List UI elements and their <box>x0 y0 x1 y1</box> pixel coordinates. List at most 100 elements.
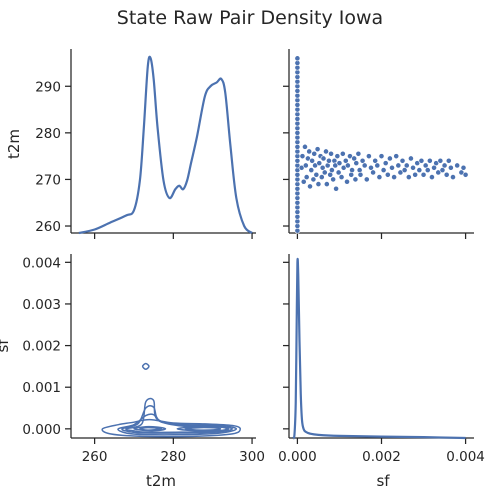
scatter-point-120 <box>422 162 429 169</box>
scatter-point-105 <box>391 174 398 180</box>
scatter-point-92 <box>363 176 370 183</box>
scatter-point-132 <box>447 164 454 171</box>
scatter-point-68 <box>330 176 337 183</box>
scatter-point-50 <box>311 150 318 157</box>
scatter-point-85 <box>352 176 359 183</box>
scatter-point-73 <box>335 169 342 176</box>
scatter-point-71 <box>333 185 339 192</box>
scatter-point-115 <box>412 171 419 178</box>
scatter-point-78 <box>342 157 349 164</box>
kde-contour-7 <box>184 426 222 431</box>
tl-ytick-label-1: 270 <box>35 172 61 188</box>
scatter-point-118 <box>418 157 425 164</box>
scatter-point-53 <box>314 146 321 153</box>
scatter-point-45 <box>306 148 313 155</box>
scatter-point-87 <box>355 150 362 157</box>
kde-contour-6 <box>176 425 228 432</box>
scatter-point-46 <box>307 183 313 190</box>
bl-ytick-label-3: 0.003 <box>22 297 61 313</box>
scatter-point-43 <box>303 174 310 180</box>
scatter-point-60 <box>321 169 328 176</box>
scatter-point-93 <box>365 153 372 160</box>
scatter-point-101 <box>382 160 389 167</box>
kde-contour-0 <box>101 418 242 438</box>
scatter-point-48 <box>309 157 316 164</box>
kde-line-t2m <box>78 55 253 235</box>
scatter-point-122 <box>426 157 433 164</box>
scatter-point-133 <box>450 174 456 180</box>
scatter-point-107 <box>395 162 402 169</box>
scatter-point-75 <box>338 174 345 180</box>
tl-ytick-label-0: 260 <box>35 219 61 235</box>
br-xtick-label-1: 0.002 <box>362 449 401 465</box>
scatter-point-100 <box>380 167 387 174</box>
scatter-point-88 <box>356 167 363 174</box>
scatter-point-64 <box>326 157 332 164</box>
scatter-point-37 <box>294 55 301 62</box>
scatter-point-127 <box>437 157 444 164</box>
scatter-point-94 <box>368 164 374 171</box>
scatter-point-84 <box>351 155 358 162</box>
br-xtick-label-2: 0.004 <box>446 449 485 465</box>
bl-ytick-label-4: 0.004 <box>22 255 61 271</box>
scatter-point-57 <box>318 174 325 180</box>
scatter-point-109 <box>399 157 406 164</box>
scatter-point-89 <box>357 171 364 178</box>
scatter-point-96 <box>372 157 379 164</box>
scatter-point-136 <box>460 164 467 171</box>
scatter-point-86 <box>353 160 360 167</box>
scatter-point-123 <box>429 174 435 180</box>
scatter-point-137 <box>462 171 469 178</box>
br-xtick-label-0: 0.000 <box>278 449 317 465</box>
scatter-point-99 <box>378 153 385 160</box>
chart-title: State Raw Pair Density Iowa <box>116 7 384 29</box>
scatter-point-110 <box>401 167 408 174</box>
scatter-point-91 <box>361 162 368 169</box>
bl-ytick-label-2: 0.002 <box>22 339 61 355</box>
bl-xtick-label-0: 260 <box>82 449 108 465</box>
scatter-point-41 <box>302 143 308 150</box>
kde-contour-5 <box>139 426 163 431</box>
scatter-point-49 <box>310 176 317 183</box>
scatter-point-40 <box>300 178 307 185</box>
scatter-point-52 <box>313 171 320 178</box>
bl-xtick-label-1: 280 <box>160 449 186 465</box>
scatter-point-74 <box>336 160 343 167</box>
scatter-point-112 <box>405 174 412 180</box>
scatter-point-104 <box>389 164 395 171</box>
bl-ytick-label-1: 0.001 <box>22 380 61 396</box>
xlabel-sf: sf <box>376 472 390 490</box>
tl-ytick-label-2: 280 <box>35 126 61 142</box>
scatter-point-69 <box>331 157 338 164</box>
scatter-point-54 <box>315 181 322 187</box>
scatter-point-55 <box>316 160 323 167</box>
scatter-point-47 <box>308 167 315 174</box>
scatter-point-67 <box>328 167 335 174</box>
scatter-point-42 <box>302 162 309 169</box>
kde-contour-8 <box>141 362 150 371</box>
scatter-point-97 <box>374 162 381 169</box>
scatter-point-76 <box>339 150 346 157</box>
scatter-point-83 <box>349 167 355 174</box>
scatter-point-128 <box>439 167 446 174</box>
scatter-point-59 <box>320 155 327 162</box>
scatter-point-58 <box>319 164 326 171</box>
scatter-point-79 <box>344 178 350 185</box>
scatter-point-82 <box>348 171 355 178</box>
scatter-point-130 <box>443 171 450 178</box>
kde-contour-1 <box>117 413 238 436</box>
scatter-point-119 <box>420 171 427 178</box>
scatter-point-98 <box>376 174 383 180</box>
ylabel-sf: sf <box>0 339 12 353</box>
scatter-point-102 <box>384 171 391 178</box>
bl-ytick-label-0: 0.000 <box>22 422 61 438</box>
scatter-point-90 <box>359 157 366 164</box>
tl-ytick-label-3: 290 <box>35 79 61 95</box>
xlabel-t2m: t2m <box>146 472 176 490</box>
bl-xtick-label-2: 300 <box>239 449 265 465</box>
scatter-point-80 <box>344 162 351 169</box>
scatter-point-72 <box>334 153 341 160</box>
scatter-point-121 <box>424 167 431 174</box>
scatter-point-124 <box>431 164 437 171</box>
